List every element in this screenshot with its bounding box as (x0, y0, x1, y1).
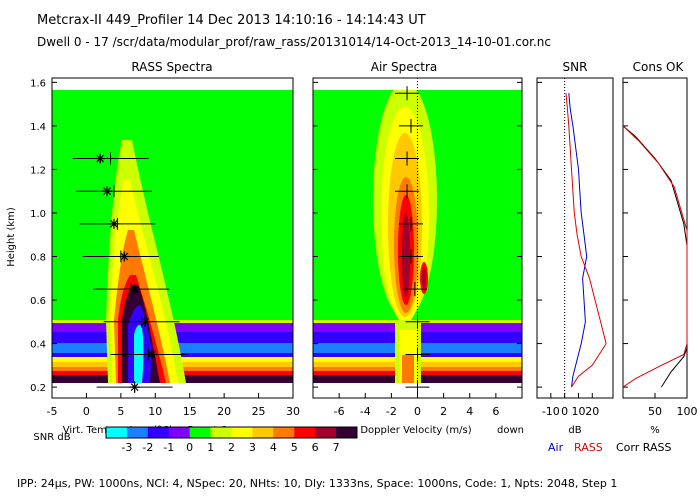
ytick-label-0: 0.2 (30, 383, 46, 394)
cor-point-0 (95, 153, 106, 164)
xtick-label-0-7: 30 (286, 405, 300, 418)
colorbar: -3 -2 -1 0 1 2 3 4 5 6 7 (105, 426, 358, 454)
axes-layer: 0.20.40.60.81.01.21.41.6-5 0 5 10 15 20 25 30 -6… (30, 77, 698, 418)
ytick-label-1: 0.4 (30, 340, 46, 351)
colorbar-frame (105, 426, 358, 439)
air-panel-title: Air Spectra (371, 60, 438, 74)
colorbar-swatch-11 (336, 427, 358, 438)
colorbar-swatch-2 (147, 427, 170, 438)
colorbar-swatch-8 (273, 427, 295, 438)
xtick-label-1-1: -4 (360, 405, 371, 418)
colorbar-tick-10: 7 (333, 441, 340, 454)
colorbar-swatch-3 (168, 427, 191, 438)
air-down-label: down (497, 425, 524, 436)
header-line2: Dwell 0 - 17 /scr/data/modular_prof/raw_… (37, 35, 551, 49)
y-axis-label: Height (km) (6, 207, 17, 267)
ytick-label-7: 1.6 (30, 78, 46, 89)
panel-frame-0 (51, 77, 294, 399)
colorbar-swatch-0 (106, 427, 128, 438)
air-gap-3 (402, 355, 414, 383)
xtick-label-3-1: 100 (677, 405, 698, 418)
xtick-label-1-0: -6 (334, 405, 345, 418)
footer-params: IPP: 24μs, PW: 1000ns, NCI: 4, NSpec: 20… (17, 477, 617, 490)
ytick-label-4: 1.0 (30, 209, 46, 220)
xtick-label-0-5: 20 (217, 405, 231, 418)
colorbar-swatch-10 (315, 427, 337, 438)
cor-point-3 (119, 251, 130, 262)
colorbar-tick-5: 2 (228, 441, 235, 454)
rass-plume-7 (134, 324, 144, 383)
xtick-label-1-2: -2 (386, 405, 397, 418)
cons-panel-title: Cons OK (633, 60, 685, 74)
snr-x-label: dB (568, 425, 581, 436)
cor-point-1 (102, 186, 113, 197)
cor-point-6 (146, 349, 157, 360)
series-line-2-0 (568, 93, 588, 388)
colorbar-tick-8: 5 (291, 441, 298, 454)
legend-air: Air (548, 441, 564, 454)
rass-panel-title: RASS Spectra (131, 60, 212, 74)
air-heatmap (313, 90, 522, 383)
colorbar-swatch-1 (126, 427, 149, 438)
series-line-3-1 (622, 125, 688, 388)
air-column-8 (422, 268, 426, 288)
panel-frame-2 (536, 77, 614, 399)
points-layer (72, 86, 430, 395)
xtick-label-2-1: 0 (561, 405, 568, 418)
ytick-label-6: 1.4 (30, 122, 46, 133)
ytick-label-5: 1.2 (30, 165, 46, 176)
colorbar-swatch-4 (189, 427, 212, 438)
series-line-2-1 (565, 93, 607, 388)
ytick-label-2: 0.6 (30, 296, 46, 307)
xtick-label-0-0: -5 (47, 405, 58, 418)
legend-corr-rass: Corr RASS (616, 441, 671, 454)
colorbar-swatch-9 (294, 427, 316, 438)
xtick-label-0-1: 0 (83, 405, 90, 418)
xtick-label-0-4: 15 (183, 405, 197, 418)
xtick-label-1-5: 4 (466, 405, 473, 418)
cor-point-7 (129, 382, 140, 393)
xtick-label-2-2: 10 (571, 405, 585, 418)
xtick-label-0-2: 5 (117, 405, 124, 418)
air-column-6 (402, 213, 410, 297)
colorbar-tick-4: 1 (207, 441, 214, 454)
cor-point-4 (129, 284, 140, 295)
air-x-label: Doppler Velocity (m/s) (360, 425, 471, 436)
header-line1: Metcrax-II 449_Profiler 14 Dec 2013 14:1… (37, 13, 426, 28)
colorbar-label: SNR dB (33, 432, 70, 443)
colorbar-swatch-7 (252, 427, 274, 438)
xtick-label-2-0: -10 (542, 405, 560, 418)
lines-layer (565, 93, 688, 388)
colorbar-tick-2: -1 (163, 441, 174, 454)
series-line-3-0 (622, 125, 688, 388)
xtick-label-1-4: 2 (440, 405, 447, 418)
cor-point-5 (139, 316, 150, 327)
colorbar-swatch-5 (210, 427, 232, 438)
xtick-label-0-3: 10 (148, 405, 162, 418)
panel-frame-3 (622, 77, 688, 399)
colorbar-swatch-6 (231, 427, 253, 438)
colorbar-tick-9: 6 (312, 441, 319, 454)
colorbar-tick-0: -3 (121, 441, 132, 454)
xtick-label-0-6: 25 (252, 405, 266, 418)
colorbar-tick-1: -2 (142, 441, 153, 454)
xtick-label-3-0: 50 (648, 405, 662, 418)
colorbar-tick-6: 3 (249, 441, 256, 454)
xtick-label-1-3: 0 (414, 405, 421, 418)
ytick-label-3: 0.8 (30, 253, 46, 264)
cons-x-label: % (650, 425, 660, 436)
legend-rass: RASS (574, 441, 603, 454)
snr-panel-title: SNR (563, 60, 588, 74)
xtick-label-2-3: 20 (585, 405, 599, 418)
cor-point-2 (108, 218, 119, 229)
xtick-label-1-6: 6 (492, 405, 499, 418)
colorbar-tick-3: 0 (186, 441, 193, 454)
rass-heatmap (52, 90, 293, 383)
colorbar-tick-7: 4 (270, 441, 277, 454)
